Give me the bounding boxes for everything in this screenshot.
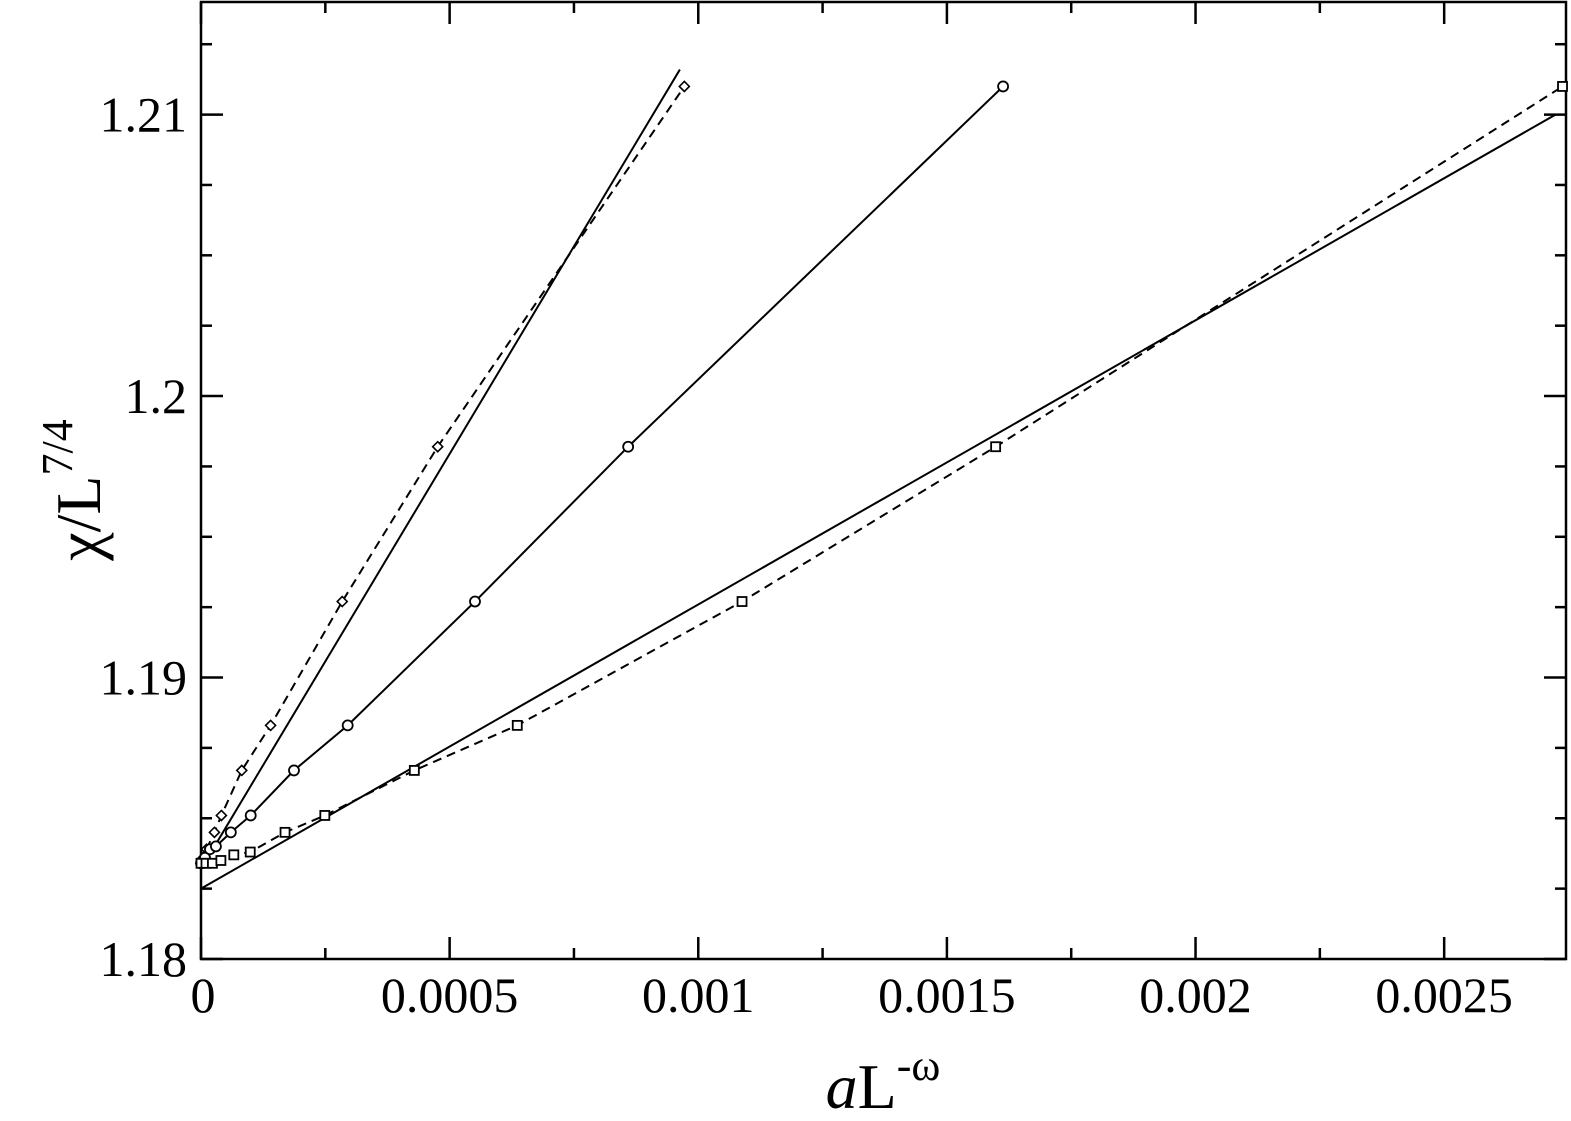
series-layer [194,69,1568,890]
y-axis-ticks: 1.18 1.19 1.2 1.21 [100,42,1566,987]
data-point-circle [210,840,222,853]
data-point-circle [469,595,481,608]
data-point-circle [288,764,300,777]
series-line-diamond [200,85,686,864]
data-point-square [1557,81,1568,92]
x-axis-ticks: 0 0.0005 0.001 0.0015 0.002 0.0025 [191,2,1513,1023]
data-point-square [990,441,1002,453]
data-point-square [215,855,227,866]
data-point-diamond [678,80,691,93]
data-point-circle [224,826,237,839]
data-point-circle [244,809,257,822]
data-point-square [228,849,240,861]
data-point-square [736,596,748,607]
data-point-square [511,719,523,731]
x-axis-title: aL-ω [826,1041,941,1121]
y-axis-title: χ/L7/4 [33,419,114,562]
x-tick-label: 0.0005 [381,967,519,1023]
data-point-square [279,826,291,838]
y-tick-label: 1.2 [125,368,188,424]
y-tick-label: 1.18 [100,931,188,987]
data-point-diamond [215,809,228,822]
data-point-square [319,810,331,821]
data-point-diamond [235,764,248,777]
data-point-diamond [264,719,277,732]
data-point-circle [622,440,635,453]
x-tick-label: 0 [191,967,216,1023]
data-point-diamond [208,826,221,839]
x-tick-label: 0.0015 [878,967,1016,1023]
data-point-circle [341,719,354,732]
data-point-square [244,846,256,858]
x-tick-label: 0.0025 [1375,967,1513,1023]
plot-frame [199,0,1568,961]
data-point-diamond [336,595,349,608]
data-point-diamond [431,440,444,453]
y-tick-label: 1.21 [100,87,188,143]
series-line-circle [200,85,1004,864]
data-point-circle [997,80,1009,93]
data-point-square [408,765,420,776]
x-tick-label: 0.002 [1139,967,1252,1023]
fit-line [200,69,681,870]
y-tick-label: 1.19 [100,650,188,706]
x-tick-label: 0.001 [642,967,755,1023]
fit-line [200,113,1557,890]
